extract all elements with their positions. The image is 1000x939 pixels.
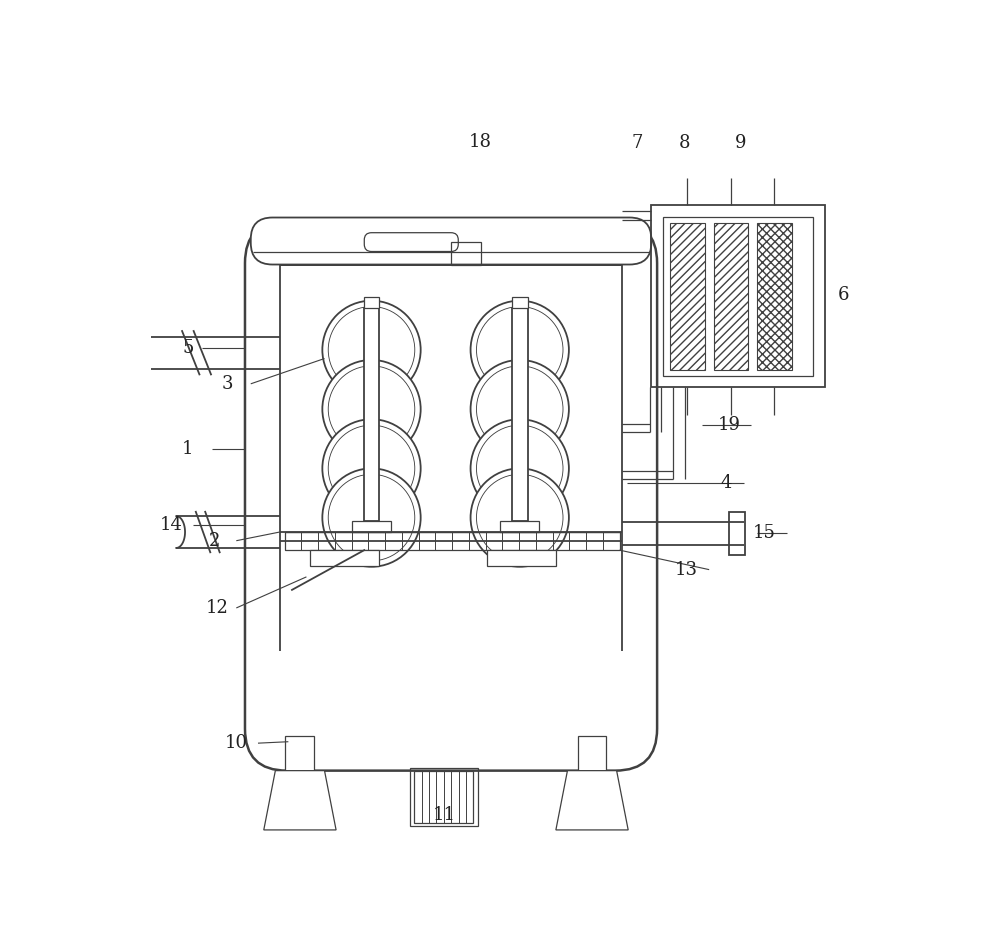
Text: 19: 19 bbox=[718, 416, 741, 434]
Bar bbox=[410, 768, 478, 825]
FancyBboxPatch shape bbox=[251, 218, 651, 265]
Bar bbox=[670, 223, 705, 370]
Bar bbox=[757, 223, 792, 370]
Bar bbox=[364, 297, 379, 308]
Text: 7: 7 bbox=[631, 134, 643, 152]
Bar bbox=[451, 242, 481, 265]
Text: 11: 11 bbox=[432, 807, 455, 824]
Text: 10: 10 bbox=[225, 734, 248, 752]
Bar bbox=[651, 206, 825, 388]
Bar bbox=[512, 308, 528, 521]
Text: 18: 18 bbox=[468, 132, 491, 150]
Bar bbox=[500, 521, 539, 532]
Text: 14: 14 bbox=[160, 516, 183, 533]
Bar bbox=[512, 297, 528, 308]
Circle shape bbox=[471, 300, 569, 399]
Polygon shape bbox=[556, 771, 628, 830]
Circle shape bbox=[471, 360, 569, 458]
Bar bbox=[663, 217, 813, 376]
Text: 9: 9 bbox=[735, 134, 746, 152]
Circle shape bbox=[322, 360, 421, 458]
Bar bbox=[285, 532, 620, 550]
Text: 12: 12 bbox=[206, 599, 229, 617]
Text: 6: 6 bbox=[838, 285, 849, 304]
Bar bbox=[352, 521, 391, 532]
Circle shape bbox=[471, 419, 569, 517]
Bar bbox=[285, 736, 314, 771]
Text: 2: 2 bbox=[209, 531, 220, 549]
FancyBboxPatch shape bbox=[245, 221, 657, 771]
Bar bbox=[578, 736, 606, 771]
Polygon shape bbox=[264, 771, 336, 830]
Text: 3: 3 bbox=[221, 375, 233, 393]
Bar bbox=[714, 223, 748, 370]
Text: 8: 8 bbox=[679, 134, 690, 152]
Text: 5: 5 bbox=[183, 339, 194, 358]
Circle shape bbox=[322, 300, 421, 399]
Text: 1: 1 bbox=[181, 439, 193, 458]
Bar bbox=[729, 512, 745, 555]
Circle shape bbox=[322, 419, 421, 517]
Bar bbox=[364, 308, 379, 521]
Text: 13: 13 bbox=[675, 561, 698, 578]
Circle shape bbox=[322, 469, 421, 567]
Bar bbox=[310, 550, 379, 566]
Bar bbox=[487, 550, 556, 566]
Text: 15: 15 bbox=[753, 525, 776, 543]
Text: 4: 4 bbox=[720, 474, 731, 492]
Circle shape bbox=[471, 469, 569, 567]
Bar bbox=[414, 771, 473, 823]
